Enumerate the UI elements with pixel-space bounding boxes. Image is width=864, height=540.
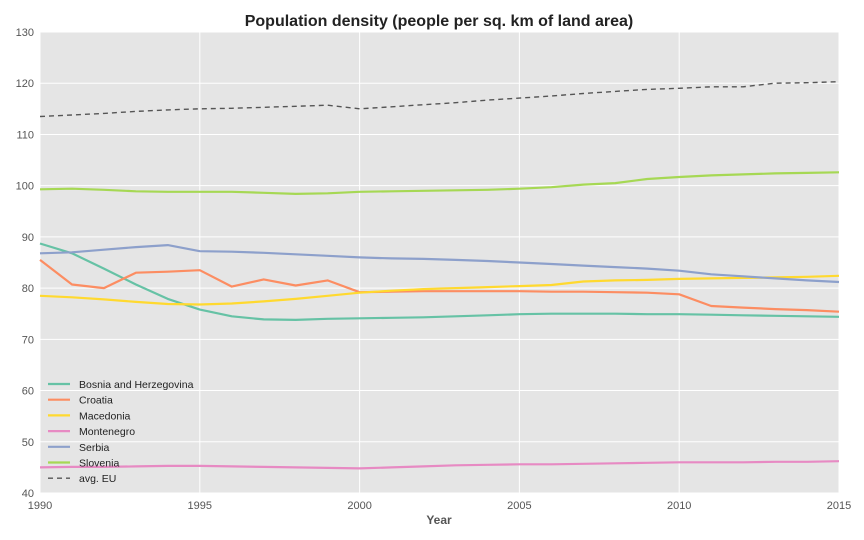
x-axis-label: Year — [426, 513, 452, 527]
y-tick-label: 130 — [16, 27, 34, 39]
y-tick-label: 80 — [22, 283, 34, 295]
series-layer — [39, 81, 840, 470]
y-tick-label: 70 — [22, 334, 34, 346]
plot-background — [40, 32, 839, 493]
y-tick-label: 40 — [22, 488, 34, 500]
series-line-bosnia-and-herzegovina — [39, 242, 840, 321]
y-tick-label: 90 — [22, 232, 34, 244]
series-line-avg-eu — [39, 81, 840, 118]
series-line-serbia — [39, 244, 840, 284]
legend-entry: Serbia — [79, 442, 110, 454]
series-line-croatia — [39, 259, 840, 313]
y-tick-label: 50 — [22, 437, 34, 449]
y-tick-label: 60 — [22, 386, 34, 398]
x-tick-label: 2000 — [347, 500, 371, 512]
legend-entry: avg. EU — [79, 473, 116, 485]
x-axis-ticks: 1990 1995 2000 2005 2010 2015 — [28, 500, 851, 512]
x-tick-label: 1990 — [28, 500, 52, 512]
legend-entry: Croatia — [79, 395, 113, 407]
y-axis-ticks: 40 50 60 70 80 90 100 110 120 130 — [16, 27, 34, 500]
x-tick-label: 2010 — [667, 500, 691, 512]
series-line-montenegro — [39, 460, 840, 470]
y-tick-label: 120 — [16, 78, 34, 90]
legend-entry: Macedonia — [79, 410, 131, 422]
legend-entry: Montenegro — [79, 426, 135, 438]
x-tick-label: 2015 — [827, 500, 851, 512]
series-line-slovenia — [39, 171, 840, 195]
chart-title: Population density (people per sq. km of… — [245, 13, 634, 30]
legend: Bosnia and Herzegovina Croatia Macedonia Mo… — [48, 379, 194, 485]
legend-entry: Slovenia — [79, 458, 119, 470]
series-line-macedonia — [39, 274, 840, 306]
legend-entry: Bosnia and Herzegovina — [79, 379, 194, 391]
x-tick-label: 2005 — [507, 500, 531, 512]
x-tick-label: 1995 — [188, 500, 212, 512]
y-tick-label: 100 — [16, 181, 34, 193]
y-tick-label: 110 — [16, 129, 34, 141]
